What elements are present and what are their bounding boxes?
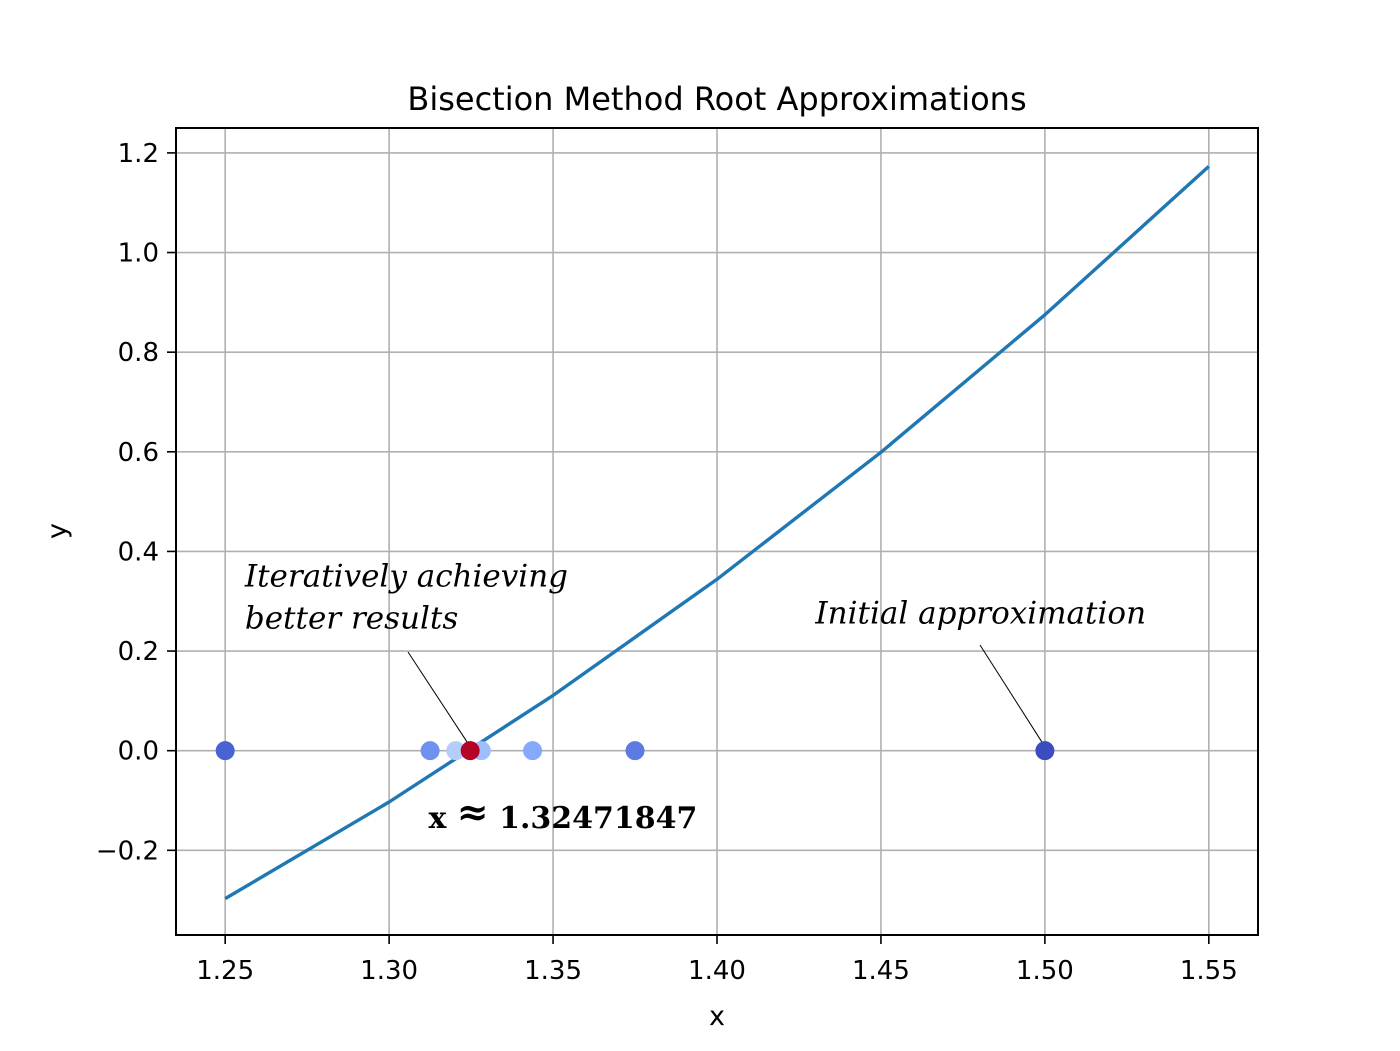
x-tick-label: 1.55 xyxy=(1180,956,1238,986)
y-tick-label: 1.0 xyxy=(118,239,159,269)
y-axis-ticks: −0.2 0.0 0.2 0.4 0.6 0.8 1.0 1.2 xyxy=(96,139,176,866)
root-result-label: x ≈ 1.32471847 xyxy=(428,789,697,836)
line-series xyxy=(224,165,1210,901)
x-tick-label: 1.35 xyxy=(524,956,582,986)
x-tick-label: 1.50 xyxy=(1016,956,1074,986)
x-tick-label: 1.30 xyxy=(360,956,418,986)
annotation-arrow-initial xyxy=(979,644,1046,747)
approximation-point xyxy=(1035,741,1055,761)
annotation-line: Initial approximation xyxy=(814,596,1146,632)
approximation-point xyxy=(460,741,480,761)
approximation-point xyxy=(420,741,440,761)
approx-symbol: ≈ xyxy=(457,789,489,834)
y-tick-label: 0.6 xyxy=(118,438,159,468)
y-tick-label: 1.2 xyxy=(118,139,159,169)
x-tick-label: 1.25 xyxy=(196,956,254,986)
annotation-arrow-iterative xyxy=(407,651,471,747)
y-tick-label: 0.4 xyxy=(118,537,159,567)
annotation-texts: Initial approximation Iteratively achievi… xyxy=(244,558,1146,636)
result-prefix: x xyxy=(428,801,456,836)
x-tick-label: 1.45 xyxy=(852,956,910,986)
x-axis-ticks: 1.25 1.30 1.35 1.40 1.45 1.50 1.55 xyxy=(196,935,1238,986)
result-value: 1.32471847 xyxy=(489,801,698,836)
y-tick-label: −0.2 xyxy=(96,836,159,866)
x-tick-label: 1.40 xyxy=(688,956,746,986)
y-tick-label: 0.0 xyxy=(118,737,159,767)
annotation-initial: Initial approximation xyxy=(814,596,1146,632)
approximation-point xyxy=(215,741,235,761)
approximation-point xyxy=(523,741,543,761)
x-axis-label: x xyxy=(709,1001,725,1032)
function-curve xyxy=(224,165,1210,901)
y-tick-label: 0.8 xyxy=(118,338,159,368)
annotation-iterative: Iteratively achieving better results xyxy=(244,558,568,636)
annotation-line: better results xyxy=(245,600,458,636)
y-axis-label: y xyxy=(42,523,73,539)
approximation-point xyxy=(625,741,645,761)
approximation-point xyxy=(446,741,466,761)
grid-lines xyxy=(176,128,1258,935)
annotation-arrows xyxy=(407,644,1046,747)
y-tick-label: 0.2 xyxy=(118,637,159,667)
scatter-series xyxy=(215,741,1055,761)
chart-title: Bisection Method Root Approximations xyxy=(407,80,1026,118)
annotation-line: Iteratively achieving xyxy=(244,558,568,594)
